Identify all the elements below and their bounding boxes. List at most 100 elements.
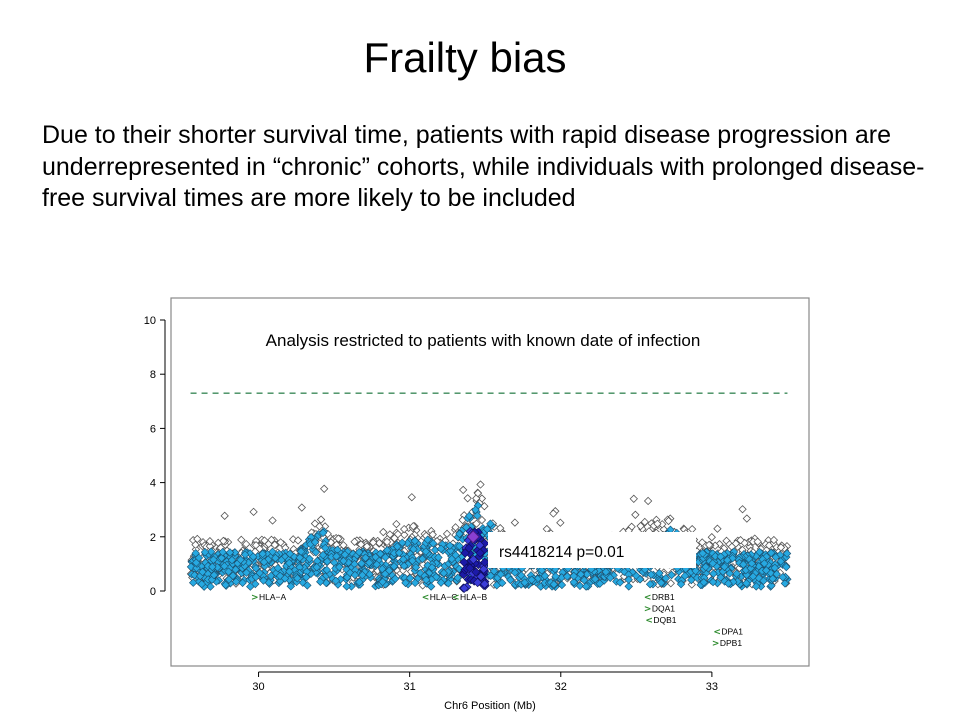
plot-frame (170, 297, 810, 667)
filled-point (569, 571, 579, 581)
filled-point (209, 570, 219, 580)
filled-point (465, 511, 474, 521)
filled-point (268, 547, 277, 557)
highlight-point (464, 543, 474, 553)
filled-point (455, 541, 464, 551)
filled-point (606, 573, 615, 582)
filled-point (389, 562, 399, 571)
callout-box (488, 532, 696, 568)
filled-point (376, 549, 385, 559)
open-point (698, 538, 707, 547)
gene-label: HLA−B (460, 592, 487, 602)
highlight-point (476, 571, 486, 582)
filled-point (310, 537, 320, 547)
filled-point (242, 568, 251, 577)
gene-label: DQB1 (653, 615, 676, 625)
y-tick-label: 8 (150, 369, 156, 381)
filled-point (520, 578, 529, 587)
filled-point (486, 519, 495, 528)
filled-point (418, 554, 427, 564)
filled-point (742, 579, 751, 588)
filled-point (708, 559, 717, 568)
filled-point (590, 574, 600, 584)
filled-point (411, 563, 421, 572)
open-point (477, 515, 487, 525)
highlight-point (480, 557, 490, 567)
filled-point (336, 575, 345, 584)
filled-point (246, 582, 255, 591)
filled-point (354, 547, 364, 557)
filled-point (355, 577, 364, 587)
filled-point (434, 553, 443, 562)
y-tick-label: 4 (150, 478, 156, 490)
filled-point (427, 563, 437, 572)
open-point (310, 519, 320, 528)
open-point (687, 580, 696, 589)
filled-point (527, 575, 536, 585)
y-axis: 0 2 4 6 8 10 (144, 315, 166, 598)
filled-point (780, 579, 790, 588)
x-axis: 30 31 32 33 (252, 671, 718, 693)
filled-point (436, 578, 446, 587)
filled-point (251, 579, 260, 589)
filled-point (303, 581, 312, 590)
open-point (738, 505, 747, 514)
highlight-point (459, 583, 469, 593)
filled-point (339, 556, 348, 566)
filled-point (236, 555, 245, 565)
open-point (350, 537, 359, 546)
open-point (220, 511, 229, 520)
highlight-point (475, 548, 485, 558)
filled-point (601, 567, 611, 577)
open-point (242, 539, 251, 549)
filled-point (277, 555, 286, 565)
filled-point (322, 565, 332, 575)
filled-point (405, 573, 415, 583)
filled-point (755, 547, 764, 557)
filled-point (426, 582, 436, 591)
slide-title: Frailty bias (363, 34, 567, 81)
filled-point (382, 546, 392, 555)
filled-point (698, 549, 707, 558)
filled-point (687, 575, 696, 585)
gene-direction-icon: < (422, 593, 430, 603)
filled-point (540, 571, 550, 581)
filled-point (455, 529, 464, 539)
gene-direction-icon: < (644, 593, 652, 603)
filled-point (778, 573, 788, 582)
filled-point (676, 579, 686, 589)
filled-point (186, 562, 196, 572)
lead-snp-label: rs4418214 p=0.01 (499, 544, 624, 561)
open-point (715, 539, 724, 549)
filled-point (489, 566, 499, 576)
filled-point (293, 574, 302, 583)
open-point (297, 503, 306, 512)
open-point (776, 543, 786, 552)
filled-point (506, 575, 515, 585)
open-point (356, 540, 366, 549)
filled-point (208, 562, 217, 572)
gene-label: DPB1 (720, 638, 742, 648)
filled-point (342, 582, 351, 591)
open-point (409, 522, 418, 531)
open-point (666, 579, 675, 588)
filled-point (384, 566, 394, 575)
filled-point (240, 550, 250, 559)
filled-point (549, 580, 559, 589)
highlight-point (479, 564, 489, 574)
filled-point (218, 547, 227, 557)
filled-point (371, 552, 380, 562)
open-point (375, 538, 384, 548)
filled-point (615, 578, 625, 587)
open-point (260, 536, 269, 545)
filled-point (305, 554, 314, 564)
filled-point (258, 549, 267, 559)
filled-point (516, 571, 526, 580)
gene-label: HLA−C (430, 592, 458, 602)
filled-point (716, 552, 725, 561)
open-point (549, 509, 558, 518)
filled-point (624, 582, 633, 591)
filled-point (732, 569, 741, 578)
open-point (219, 536, 228, 546)
open-point (713, 524, 722, 533)
